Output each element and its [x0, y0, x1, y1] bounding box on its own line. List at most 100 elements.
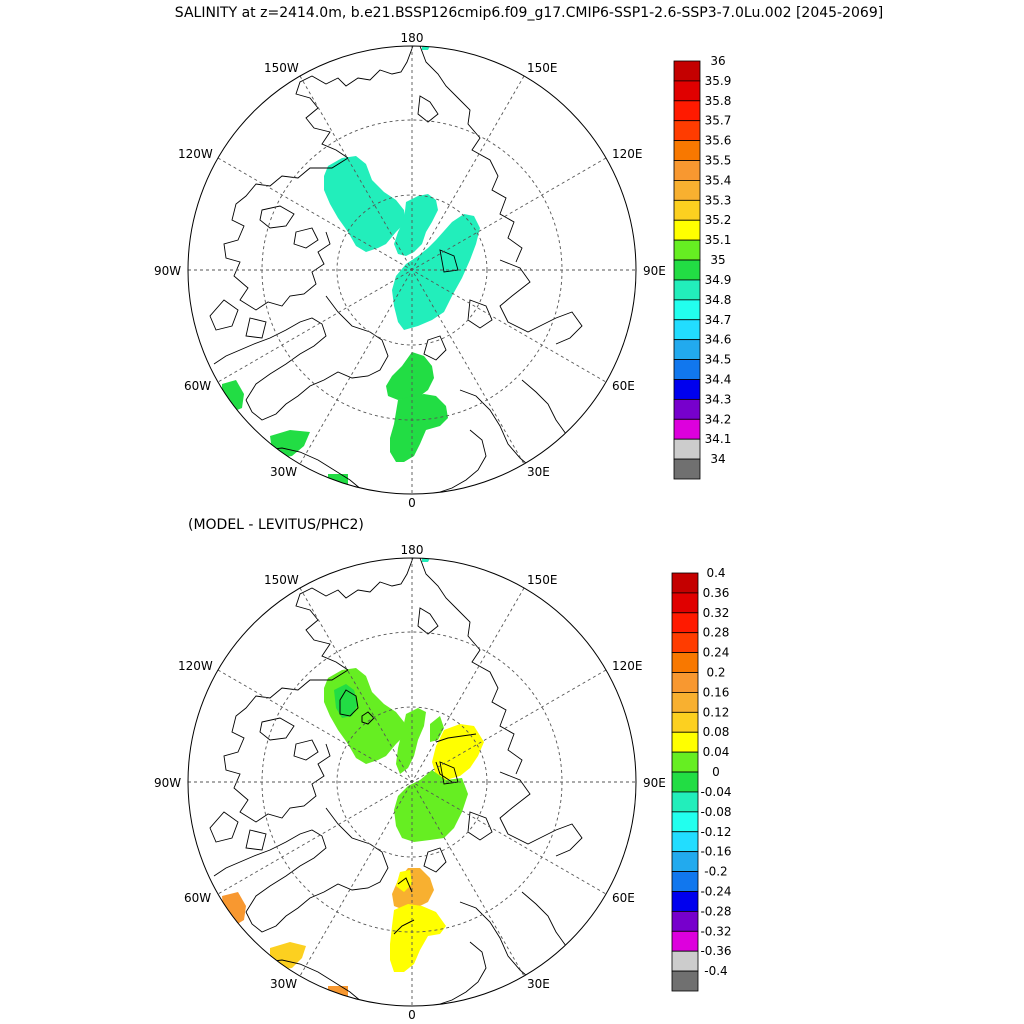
colorbar-tick-label: 0.08	[703, 725, 730, 739]
colorbar-tick-label: 0.04	[703, 745, 730, 759]
colorbar-tick-label: 35.6	[705, 134, 732, 148]
colorbar-swatch	[673, 219, 701, 241]
label-lon-30e: 30E	[527, 465, 550, 479]
colorbar-swatch	[671, 851, 699, 872]
label-lon-120w: 120W	[178, 659, 213, 673]
label-lon-90w: 90W	[154, 776, 181, 790]
colorbar-swatch	[673, 239, 701, 261]
colorbar-tick-label: 35.2	[705, 213, 732, 227]
label-lon-180: 180	[401, 543, 424, 557]
colorbar-swatch	[673, 418, 701, 440]
label-lon-150e: 150E	[527, 61, 558, 75]
label-lon-90w: 90W	[154, 264, 181, 278]
label-lon-150w: 150W	[264, 573, 299, 587]
colorbar-tick-label: 0.36	[703, 586, 730, 600]
label-lon-0: 0	[408, 1008, 416, 1022]
colorbar-tick-label: -0.32	[700, 924, 731, 938]
colorbar-tick-label: 0.2	[706, 666, 725, 680]
colorbar-swatch	[673, 458, 701, 480]
label-lon-150e: 150E	[527, 573, 558, 587]
field-canada-basin	[324, 156, 406, 252]
label-lon-30w: 30W	[270, 977, 297, 991]
difference-map-panel: 180 150W 150E 120W 120E 90W 90E 60W 60E …	[154, 543, 666, 1022]
colorbar-tick-label: -0.28	[700, 904, 731, 918]
field-eurasian-basin	[394, 770, 468, 842]
colorbar-swatch	[673, 319, 701, 341]
field-lomonosov-ridge	[432, 724, 484, 780]
colorbar-swatch	[671, 950, 699, 972]
colorbar-swatch	[671, 672, 699, 693]
salinity-colorbar: 36 35.9 35.8 35.7 35.6 35.5 35.4 35.3 35.2 35.1 35…	[673, 54, 732, 480]
colorbar-swatch	[673, 379, 701, 400]
colorbar-swatch	[673, 60, 701, 82]
colorbar-swatch	[671, 831, 699, 853]
colorbar-tick-label: 34.2	[705, 412, 732, 426]
salinity-map-panel: 180 150W 150E 120W 120E 90W 90E 60W 60E …	[154, 31, 666, 510]
colorbar-swatch	[671, 751, 699, 773]
colorbar-swatch	[673, 100, 701, 122]
colorbar-swatch	[673, 160, 701, 181]
label-lon-60e: 60E	[612, 891, 635, 905]
colorbar-swatch	[673, 199, 701, 221]
colorbar-tick-label: 36	[710, 54, 725, 68]
colorbar-swatch	[673, 259, 701, 281]
field-fram-strait	[392, 868, 434, 910]
colorbar-tick-label: 34.5	[705, 353, 732, 367]
colorbar-swatch	[671, 811, 699, 833]
label-lon-60e: 60E	[612, 379, 635, 393]
colorbar-tick-label: -0.04	[700, 785, 731, 799]
colorbar-swatch	[671, 771, 699, 793]
colorbar-swatch	[673, 279, 701, 301]
colorbar-tick-label: 35.9	[705, 74, 732, 88]
colorbar-swatch	[671, 910, 699, 932]
colorbar-swatch	[673, 80, 701, 102]
field-makarov-basin	[396, 708, 426, 774]
colorbar-swatch	[673, 120, 701, 142]
colorbar-tick-label: 35.8	[705, 94, 732, 108]
colorbar-tick-label: -0.2	[704, 865, 727, 879]
colorbar-swatch	[673, 398, 701, 420]
colorbar-tick-label: 0	[712, 765, 720, 779]
colorbar-swatch	[671, 612, 699, 634]
label-lon-120e: 120E	[612, 659, 643, 673]
field-fram-strait	[386, 352, 434, 400]
colorbar-swatch	[671, 592, 699, 614]
label-lon-60w: 60W	[184, 891, 211, 905]
colorbar-tick-label: -0.12	[700, 825, 731, 839]
colorbar-swatch	[671, 970, 699, 992]
label-lon-90e: 90E	[643, 264, 666, 278]
colorbar-tick-label: 0.16	[703, 685, 730, 699]
colorbar-tick-label: 0.12	[703, 705, 730, 719]
colorbar-tick-label: 0.24	[703, 646, 730, 660]
label-lon-0: 0	[408, 496, 416, 510]
colorbar-tick-label: -0.36	[700, 944, 731, 958]
label-lon-150w: 150W	[264, 61, 299, 75]
colorbar-tick-label: 34.7	[705, 313, 732, 327]
colorbar-swatch	[671, 692, 699, 713]
colorbar-tick-label: 35.3	[705, 193, 732, 207]
colorbar-tick-label: 0.28	[703, 626, 730, 640]
colorbar-tick-label: -0.16	[700, 845, 731, 859]
colorbar-swatch	[671, 930, 699, 952]
colorbar-tick-label: 34.9	[705, 273, 732, 287]
colorbar-tick-label: 35.5	[705, 154, 732, 168]
label-lon-180: 180	[401, 31, 424, 45]
label-lon-60w: 60W	[184, 379, 211, 393]
colorbar-swatch	[673, 339, 701, 360]
colorbar-tick-label: -0.08	[700, 805, 731, 819]
colorbar-swatch	[673, 299, 701, 321]
label-lon-120e: 120E	[612, 147, 643, 161]
field-greenland-sea	[390, 904, 446, 972]
field-labrador-sea	[222, 892, 246, 926]
colorbar-tick-label: 34.6	[705, 333, 732, 347]
difference-colorbar: 0.4 0.36 0.32 0.28 0.24 0.2 0.16 0.12 0.08 0.04 0 -…	[671, 566, 732, 992]
colorbar-swatch	[671, 791, 699, 813]
field-greenland-sea	[390, 394, 448, 462]
colorbar-tick-label: 34.3	[705, 392, 732, 406]
colorbar-swatch	[673, 180, 701, 201]
colorbar-swatch	[671, 871, 699, 892]
colorbar-tick-label: 0.32	[703, 606, 730, 620]
label-lon-120w: 120W	[178, 147, 213, 161]
colorbar-tick-label: 34	[710, 452, 725, 466]
colorbar-tick-label: 35.7	[705, 114, 732, 128]
